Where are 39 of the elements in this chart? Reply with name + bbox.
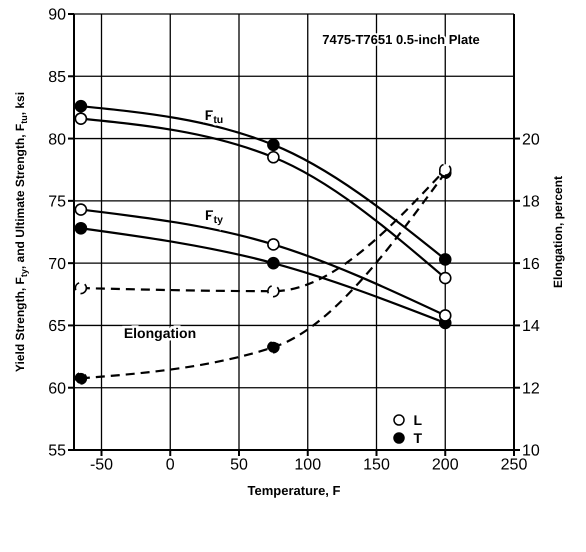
y2-tick-label: 12 [522,380,540,398]
legend-label: L [413,411,422,429]
point [438,309,452,322]
point [74,282,88,294]
x-axis-title: Temperature, F [248,483,341,498]
point [74,112,88,125]
x-tick-label: 50 [230,456,248,474]
point [267,340,280,354]
point [74,100,88,112]
point [438,272,452,284]
x-tick-label: 200 [432,456,459,474]
x-tick-label: 100 [294,456,322,474]
y2-tick-label: 20 [522,131,540,148]
y2-axis-title: Elongation, percent [551,176,565,288]
point [267,150,280,164]
point [74,222,88,235]
x-tick-label: 250 [500,456,528,474]
y-tick-label: 80 [48,131,66,148]
point [438,253,452,266]
y-tick-label: 65 [48,318,66,336]
point [74,372,88,385]
point [74,203,88,216]
legend-label: T [413,429,422,447]
y-tick-label: 90 [48,6,66,24]
point [267,238,280,251]
y2-tick-label: 18 [522,194,540,211]
x-tick-label: 150 [363,456,390,474]
point [267,256,280,270]
y-tick-label: 85 [48,68,66,86]
y-tick-label: 60 [48,380,66,398]
x-tick-label: 0 [166,456,175,474]
x-tick-label: -50 [90,456,114,474]
y2-tick-label: 14 [522,318,540,336]
y2-tick-label: 16 [522,256,540,273]
y-tick-label: 75 [48,194,66,211]
point [438,163,452,176]
y-tick-label: 70 [48,256,66,273]
point [267,138,280,152]
y-tick-label: 55 [48,442,66,460]
